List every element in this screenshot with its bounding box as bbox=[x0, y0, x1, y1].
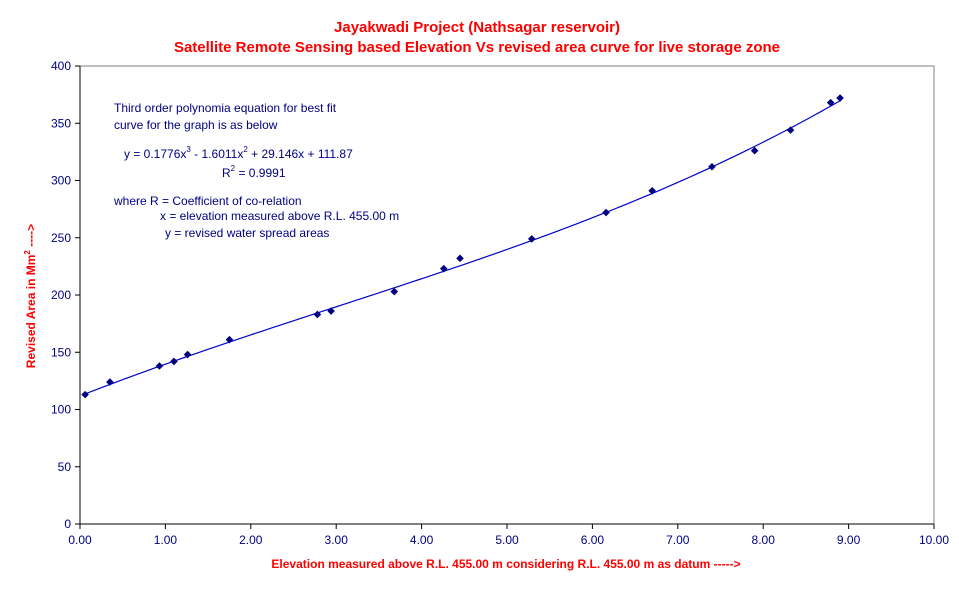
data-point bbox=[456, 254, 464, 263]
chart-subtitle: Satellite Remote Sensing based Elevation… bbox=[174, 39, 780, 56]
annotation-where: where R = Coefficient of co-relation bbox=[113, 194, 302, 208]
data-point bbox=[81, 390, 89, 399]
y-tick-label: 150 bbox=[51, 345, 71, 359]
data-point bbox=[786, 126, 795, 134]
plot-area: 0.00 1.00 2.00 3.00 4.00 5.00 6.00 7.00 8.00 9.00… bbox=[51, 59, 949, 547]
x-tick-label: 2.00 bbox=[239, 533, 263, 547]
plot-frame bbox=[79, 65, 935, 525]
x-tick-label: 1.00 bbox=[154, 533, 178, 547]
y-tick-label: 300 bbox=[51, 174, 71, 188]
x-tick-label: 4.00 bbox=[410, 533, 434, 547]
data-point bbox=[225, 335, 234, 344]
y-tick-label: 400 bbox=[51, 59, 71, 73]
y-tick-label: 250 bbox=[51, 231, 71, 245]
data-point bbox=[750, 146, 759, 155]
x-axis-title: Elevation measured above R.L. 455.00 m c… bbox=[271, 557, 740, 571]
annotation-x-def: x = elevation measured above R.L. 455.00… bbox=[160, 209, 399, 223]
r-label: R bbox=[222, 166, 231, 180]
chart-title: Jayakwadi Project (Nathsagar reservoir) bbox=[334, 19, 620, 36]
data-point bbox=[527, 235, 536, 243]
equation-annotation: Third order polynomia equation for best … bbox=[113, 101, 399, 240]
data-point bbox=[313, 310, 322, 319]
equation-part-a: - 1.6011x bbox=[191, 147, 243, 161]
data-point bbox=[648, 187, 656, 195]
x-tick-label: 5.00 bbox=[495, 533, 519, 547]
annotation-y-def: y = revised water spread areas bbox=[165, 226, 329, 240]
x-tick-label: 10.00 bbox=[919, 533, 949, 547]
data-point bbox=[327, 307, 335, 315]
equation-part-b: + 29.146x + 111.87 bbox=[248, 147, 353, 161]
r-value: = 0.9991 bbox=[235, 166, 286, 180]
data-point bbox=[170, 357, 178, 366]
data-point bbox=[106, 378, 114, 386]
y-tick-label: 50 bbox=[58, 460, 72, 474]
regression-equation: y = 0.1776x3 - 1.6011x2 + 29.146x + 111.… bbox=[124, 145, 353, 161]
y-axis-title: Revised Area in Mm2 ----> bbox=[23, 224, 38, 368]
x-tick-label: 7.00 bbox=[666, 533, 690, 547]
data-point bbox=[836, 94, 844, 102]
equation-exponent-3: 3 bbox=[186, 145, 191, 154]
annotation-line-1: Third order polynomia equation for best … bbox=[114, 101, 337, 115]
data-point bbox=[440, 264, 448, 273]
data-point bbox=[390, 287, 399, 296]
x-tick-label: 3.00 bbox=[325, 533, 349, 547]
data-point bbox=[155, 362, 164, 370]
data-point bbox=[826, 98, 835, 107]
y-tick-label: 100 bbox=[51, 403, 71, 417]
y-tick-label: 200 bbox=[51, 288, 71, 302]
x-tick-label: 0.00 bbox=[68, 533, 92, 547]
x-tick-label: 9.00 bbox=[837, 533, 861, 547]
trendline bbox=[84, 100, 841, 395]
y-axis-title-superscript: 2 bbox=[23, 250, 32, 255]
y-axis-title-text: Revised Area in Mm bbox=[24, 255, 38, 369]
equation-exponent-2: 2 bbox=[243, 145, 248, 154]
y-tick-label: 0 bbox=[64, 517, 71, 531]
equation-part-y: y = 0.1776x bbox=[124, 147, 186, 161]
x-tick-label: 8.00 bbox=[752, 533, 776, 547]
y-axis-title-suffix: ----> bbox=[24, 224, 38, 250]
r-exponent: 2 bbox=[231, 164, 236, 173]
data-point bbox=[602, 208, 610, 217]
annotation-line-2: curve for the graph is as below bbox=[114, 118, 278, 132]
x-tick-label: 6.00 bbox=[581, 533, 605, 547]
r-squared: R2 = 0.9991 bbox=[222, 164, 286, 180]
data-point bbox=[708, 162, 716, 171]
y-tick-label: 350 bbox=[51, 116, 71, 130]
data-point bbox=[183, 350, 192, 359]
